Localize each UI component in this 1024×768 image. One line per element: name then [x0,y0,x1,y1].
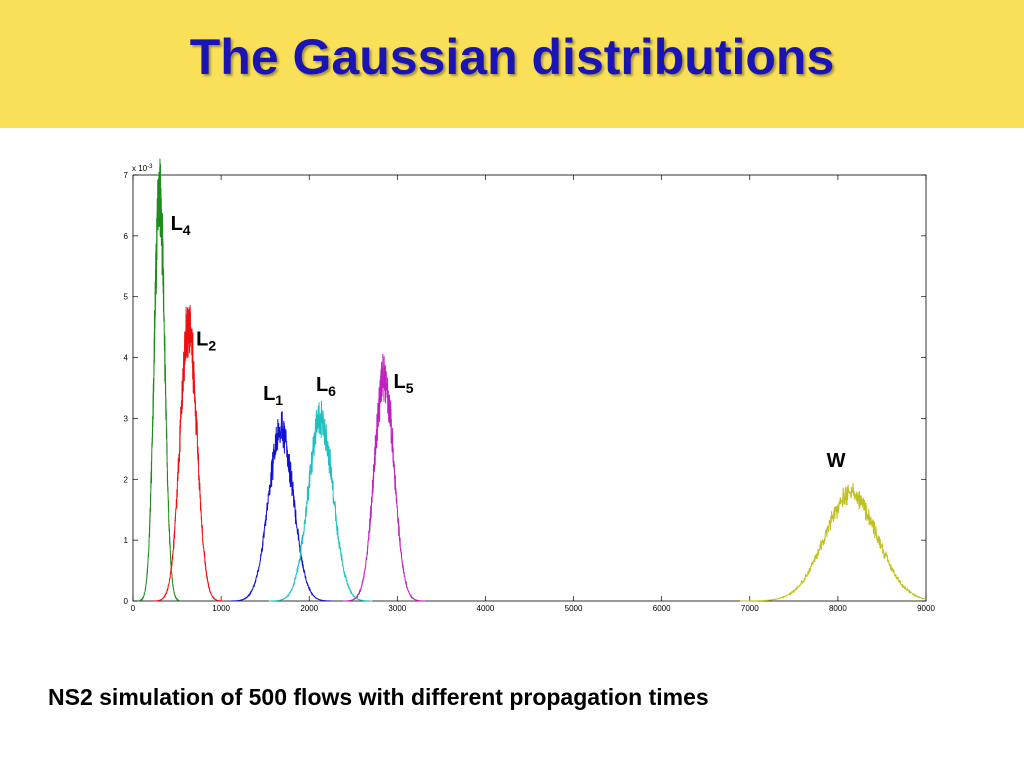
series-group [137,158,927,602]
series-label-name: L [393,371,405,393]
slide-caption: NS2 simulation of 500 flows with differe… [48,684,709,710]
title-bar: The Gaussian distributions [0,0,1024,128]
y-multiplier-exp: -3 [147,164,153,170]
slide-title: The Gaussian distributions [189,29,835,85]
series-label-l2: L2 [196,328,216,353]
series-label-l1: L1 [263,383,283,408]
y-tick-label: 2 [124,475,129,484]
x-tick-label: 0 [131,604,136,613]
series-label-subscript: 6 [328,383,336,399]
series-line-l5 [343,353,425,602]
series-label-l6: L6 [316,374,336,399]
plot-area [132,174,927,602]
x-tick-label: 4000 [477,604,495,613]
axis-ticks: 0 1000 2000 3000 4000 5000 6000 7000 8000 9000 0 1 2… [124,171,936,613]
y-tick-label: 4 [124,354,129,363]
y-tick-label: 3 [124,414,129,423]
series-label-subscript: 2 [208,337,216,353]
x-tick-label: 1000 [212,604,230,613]
series-line-l1 [229,411,333,602]
y-tick-label: 7 [124,171,129,180]
x-tick-label: 7000 [741,604,759,613]
x-tick-label: 6000 [653,604,671,613]
series-label-name: W [827,450,846,472]
series-label-subscript: 1 [275,392,283,408]
y-multiplier-base: x 10 [132,164,148,173]
x-tick-label: 3000 [388,604,406,613]
series-label-subscript: 4 [183,222,191,238]
x-tick-label: 9000 [917,604,935,613]
series-line-w [740,483,927,602]
series-line-l2 [153,305,224,602]
y-tick-label: 5 [124,293,129,302]
series-label-l5: L5 [393,371,413,396]
series-label-name: L [263,383,275,405]
series-label-subscript: 5 [406,380,414,396]
y-tick-label: 1 [124,536,129,545]
series-label-name: L [196,328,208,350]
series-line-l6 [268,400,373,602]
y-multiplier: x 10-3 [132,164,153,173]
series-label-w: W [827,450,846,472]
y-tick-label: 6 [124,232,129,241]
x-tick-label: 5000 [565,604,583,613]
series-label-l4: L4 [171,213,191,238]
series-line-l4 [137,158,182,602]
x-tick-label: 2000 [300,604,318,613]
y-tick-label: 0 [124,597,129,606]
x-tick-label: 8000 [829,604,847,613]
series-label-name: L [171,213,183,235]
series-label-name: L [316,374,328,396]
